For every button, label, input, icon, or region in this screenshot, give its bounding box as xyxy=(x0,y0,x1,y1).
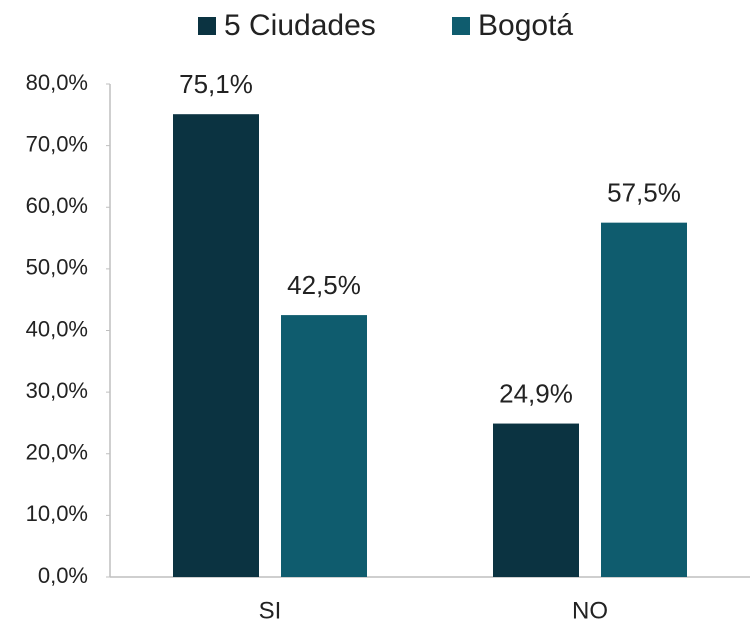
y-tick-label: 10,0% xyxy=(26,501,88,526)
bar xyxy=(493,423,579,577)
legend-swatch xyxy=(198,17,216,35)
legend-label: Bogotá xyxy=(478,9,573,42)
bar xyxy=(601,222,687,577)
data-label: 75,1% xyxy=(179,69,253,99)
legend-swatch xyxy=(452,17,470,35)
y-tick-label: 40,0% xyxy=(26,316,88,341)
x-tick-label: SI xyxy=(259,597,282,624)
y-tick-label: 50,0% xyxy=(26,255,88,280)
x-tick-label: NO xyxy=(572,597,608,624)
legend-label: 5 Ciudades xyxy=(224,9,376,42)
y-tick-label: 70,0% xyxy=(26,131,88,156)
y-tick-label: 0,0% xyxy=(38,563,88,588)
data-label: 57,5% xyxy=(607,178,681,208)
bar xyxy=(281,315,367,577)
data-label: 42,5% xyxy=(287,270,361,300)
data-label: 24,9% xyxy=(499,378,573,408)
y-tick-label: 30,0% xyxy=(26,378,88,403)
y-tick-label: 80,0% xyxy=(26,70,88,95)
y-tick-label: 60,0% xyxy=(26,193,88,218)
y-tick-label: 20,0% xyxy=(26,440,88,465)
bar xyxy=(173,114,259,577)
